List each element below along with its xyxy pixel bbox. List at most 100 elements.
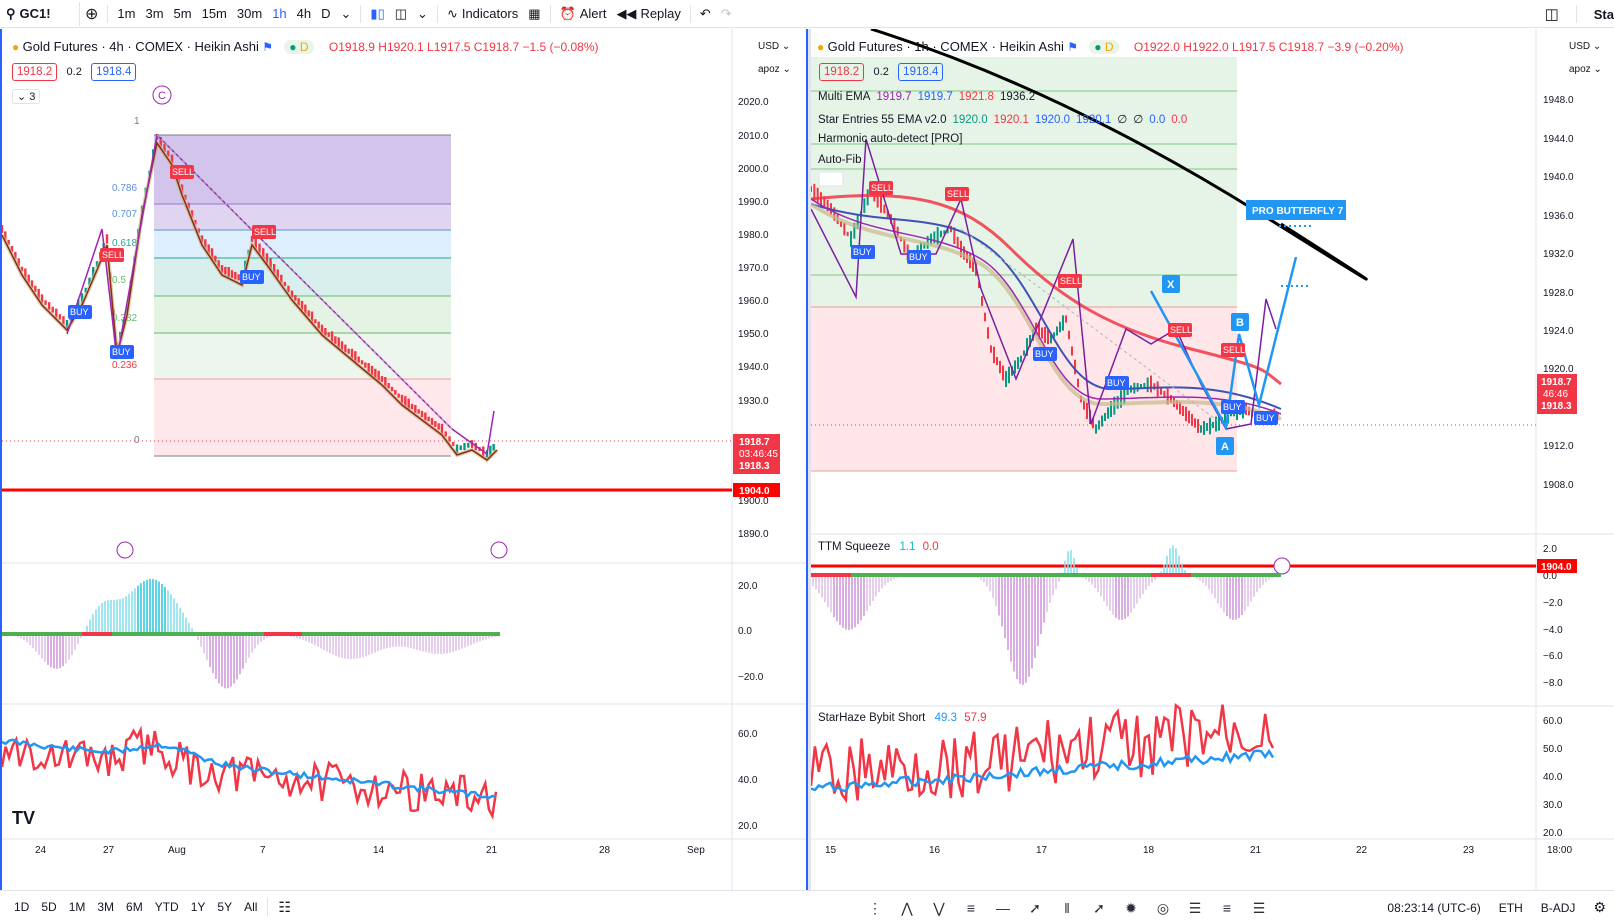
- save-button[interactable]: Sta: [1589, 0, 1614, 28]
- candle: [463, 442, 466, 451]
- heikin-ashi-icon[interactable]: ◫: [394, 5, 408, 21]
- pane-divider[interactable]: [808, 29, 811, 890]
- pattern-point-box: [1231, 313, 1249, 331]
- range-1m[interactable]: 1M: [68, 900, 86, 914]
- left-title[interactable]: Gold Futures · 4h · COMEX · Heikin Ashi: [22, 39, 259, 54]
- indicators-button[interactable]: ∿ Indicators: [442, 0, 523, 28]
- currency-select[interactable]: USD ⌄: [758, 41, 791, 52]
- candle: [317, 321, 320, 329]
- ray-icon[interactable]: ➚: [1093, 899, 1105, 916]
- time-axis-label: Aug: [168, 845, 186, 856]
- candle: [1062, 315, 1064, 331]
- candle: [1056, 326, 1058, 336]
- redo-icon[interactable]: ↷: [720, 5, 732, 21]
- add-symbol-icon[interactable]: ⊕: [85, 5, 99, 23]
- horizontal-line-icon[interactable]: —: [996, 900, 1010, 916]
- sell-price-button[interactable]: 1918.2: [819, 63, 865, 81]
- interval-d[interactable]: D: [321, 6, 331, 21]
- price-axis-label: 1970.0: [738, 263, 769, 274]
- candle: [220, 265, 224, 273]
- indicator-value: 1919.7: [917, 91, 953, 103]
- candle: [880, 195, 882, 213]
- pattern-icon[interactable]: ⋀: [901, 899, 913, 916]
- signal-label: SELL: [1223, 345, 1245, 355]
- xabcd-icon[interactable]: ✹: [1125, 899, 1137, 916]
- regression-icon[interactable]: ☰: [1188, 899, 1202, 916]
- signal-label: BUY: [112, 347, 131, 357]
- symbol-search[interactable]: ⚲ GC1!: [0, 1, 80, 26]
- candles-icon[interactable]: ▮▯: [370, 5, 385, 21]
- trend-line-icon[interactable]: ➚: [1029, 899, 1041, 916]
- badge-label: D: [299, 40, 309, 54]
- range-3m[interactable]: 3M: [97, 900, 115, 914]
- ttm-squeeze-legend[interactable]: TTM Squeeze 1.1 0.0: [818, 541, 939, 553]
- candle: [307, 310, 310, 317]
- session-toggle[interactable]: ETH: [1498, 900, 1523, 915]
- signal-label: SELL: [172, 167, 194, 177]
- abcd-pattern-icon[interactable]: ⋁: [933, 899, 945, 916]
- last-price-tag: [1537, 374, 1577, 414]
- replay-button[interactable]: ◀◀ Replay: [611, 0, 685, 28]
- drag-handle-icon[interactable]: ⋮: [868, 899, 882, 916]
- sell-price-button[interactable]: 1918.2: [12, 63, 58, 81]
- undo-icon[interactable]: ↶: [699, 5, 711, 21]
- range-1d[interactable]: 1D: [14, 900, 30, 914]
- left-chart-canvas[interactable]: 2020.0 2010.0 2000.0 1990.0 1980.0 1970.0 1960…: [2, 29, 806, 890]
- range-6m[interactable]: 6M: [126, 900, 143, 914]
- interval-1h[interactable]: 1h: [272, 6, 287, 21]
- layout-icon[interactable]: ◫: [1544, 6, 1559, 23]
- calendar-icon[interactable]: ☷: [278, 898, 291, 915]
- right-chart-pane[interactable]: 1948.0 1944.0 1940.0 1936.0 1932.0 1928.0 1924…: [811, 29, 1614, 890]
- buy-price-button[interactable]: 1918.4: [898, 63, 944, 81]
- fib-time-icon[interactable]: ‖: [1064, 900, 1070, 916]
- interval-30m[interactable]: 30m: [236, 6, 263, 21]
- indicator-legend-3[interactable]: Auto-Fib: [818, 154, 861, 166]
- templates-icon[interactable]: ▦: [528, 5, 541, 21]
- interval-3m[interactable]: 3m: [145, 6, 164, 21]
- range-1y[interactable]: 1Y: [190, 900, 206, 914]
- chart-type-dropdown-icon[interactable]: ⌄: [417, 5, 428, 21]
- pitchfork-icon[interactable]: ≡: [1222, 900, 1232, 916]
- interval-1m[interactable]: 1m: [117, 6, 136, 21]
- indicator-legend-2[interactable]: Harmonic auto-detect [PRO]: [818, 133, 962, 145]
- indicator-legend-1[interactable]: Star Entries 55 EMA v2.0 1920.0 1920.1 1920…: [818, 112, 1187, 126]
- alert-button[interactable]: ⏰ Alert: [555, 0, 612, 28]
- candle: [946, 227, 949, 234]
- fib-circle-icon[interactable]: ◎: [1156, 899, 1170, 916]
- range-ytd[interactable]: YTD: [154, 900, 179, 914]
- price-axis-label: 1900.0: [738, 496, 769, 507]
- chevron-down-icon: ⌄: [17, 91, 27, 103]
- collapse-indicators-button[interactable]: ⌄ 3: [12, 89, 41, 104]
- interval-dropdown-icon[interactable]: ⌄: [340, 5, 352, 21]
- interval-4h[interactable]: 4h: [296, 6, 312, 21]
- price-axis-label: 1960.0: [738, 296, 769, 307]
- left-chart-pane[interactable]: 2020.0 2010.0 2000.0 1990.0 1980.0 1970.0 1960…: [0, 29, 808, 890]
- interval-list: 1m 3m 5m 15m 30m 1h 4h D: [112, 0, 335, 28]
- candle: [440, 423, 444, 435]
- scale-select[interactable]: apoz ⌄: [1569, 64, 1602, 75]
- right-title[interactable]: Gold Futures · 1h · COMEX · Heikin Ashi: [827, 39, 1064, 54]
- price-axis-label: 1912.0: [1543, 441, 1574, 452]
- flag-icon: ⚑: [1067, 40, 1078, 54]
- adjustment-toggle[interactable]: B-ADJ: [1540, 900, 1576, 915]
- gold-icon: ●: [817, 40, 825, 54]
- currency-select[interactable]: USD ⌄: [1569, 41, 1602, 52]
- range-5d[interactable]: 5D: [41, 900, 57, 914]
- scale-select[interactable]: apoz ⌄: [758, 64, 791, 75]
- fib-extension-icon[interactable]: ☰: [1252, 899, 1266, 916]
- indicator-legend-0[interactable]: Multi EMA 1919.7 1919.7 1921.8 1936.2: [818, 91, 1035, 103]
- range-5y[interactable]: 5Y: [217, 900, 233, 914]
- buy-price-button[interactable]: 1918.4: [91, 63, 137, 81]
- interval-15m[interactable]: 15m: [201, 6, 227, 21]
- time-axis-label: 17: [1036, 845, 1048, 856]
- range-all[interactable]: All: [244, 900, 258, 914]
- interval-5m[interactable]: 5m: [173, 6, 192, 21]
- fib-channel-icon[interactable]: ≡: [966, 900, 976, 916]
- osc-axis-label: −8.0: [1543, 678, 1563, 689]
- right-chart-canvas[interactable]: 1948.0 1944.0 1940.0 1936.0 1932.0 1928.0 1924…: [811, 29, 1614, 890]
- event-icon: [1273, 557, 1291, 575]
- starhaze-legend[interactable]: StarHaze Bybit Short 49.3 57.9: [818, 712, 987, 724]
- clock-time[interactable]: 08:23:14 (UTC-6): [1387, 900, 1481, 915]
- sell-signal: SELL: [252, 225, 276, 239]
- settings-icon[interactable]: ⚙: [1593, 899, 1606, 915]
